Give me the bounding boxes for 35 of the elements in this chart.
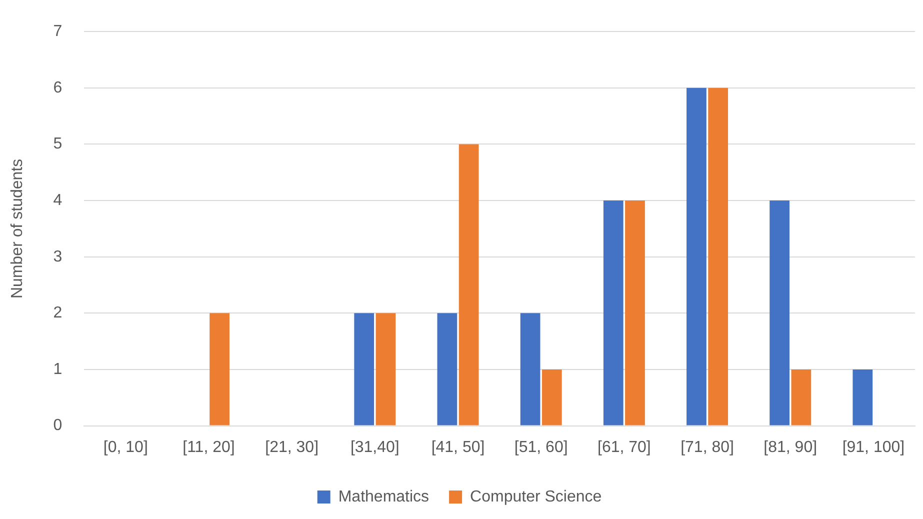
y-tick-label: 2 xyxy=(53,304,62,322)
y-tick-label: 1 xyxy=(53,360,62,378)
bar xyxy=(686,88,706,426)
bar xyxy=(458,144,479,426)
bar xyxy=(852,369,873,426)
legend-label: Computer Science xyxy=(470,488,602,506)
y-tick-label: 4 xyxy=(53,192,62,209)
bar xyxy=(210,313,230,426)
y-tick-label: 3 xyxy=(53,248,62,266)
bar xyxy=(437,313,458,426)
bar xyxy=(542,369,562,426)
bar xyxy=(791,369,812,426)
x-tick-label: [41, 50] xyxy=(431,438,485,456)
x-tick-label: [81, 90] xyxy=(764,438,818,456)
bar xyxy=(376,313,396,426)
bar xyxy=(770,200,790,426)
bar xyxy=(354,313,374,426)
x-tick-label: [21, 30] xyxy=(265,438,319,456)
x-tick-label: [11, 20] xyxy=(182,438,235,456)
legend-label: Mathematics xyxy=(338,488,430,506)
y-tick-label: 5 xyxy=(53,136,62,153)
x-tick-label: [31,40] xyxy=(350,438,400,456)
bar xyxy=(625,200,645,426)
y-tick-label: 6 xyxy=(53,79,62,96)
bar xyxy=(708,88,728,426)
bar xyxy=(603,200,624,426)
x-tick-label: [61, 70] xyxy=(597,438,651,456)
y-axis-title: Number of students xyxy=(9,158,26,299)
y-tick-label: 0 xyxy=(53,417,62,434)
x-tick-label: [51, 60] xyxy=(514,438,568,456)
bar xyxy=(520,313,540,426)
x-tick-label: [0, 10] xyxy=(103,438,148,456)
y-tick-label: 7 xyxy=(53,23,62,40)
x-tick-label: [71, 80] xyxy=(680,438,734,456)
x-tick-label: [91, 100] xyxy=(842,438,905,456)
